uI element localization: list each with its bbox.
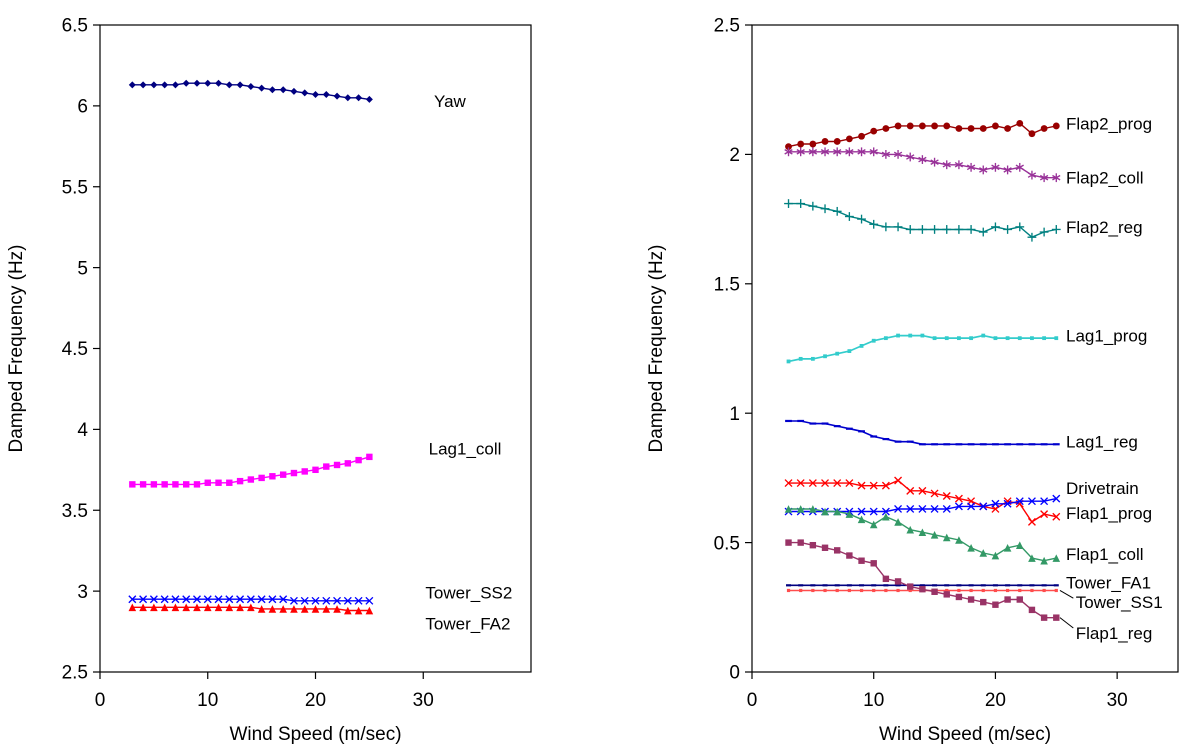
- y-tick-label: 2: [729, 145, 740, 166]
- series-label-Yaw: Yaw: [434, 92, 467, 111]
- plot-frame: [99, 24, 532, 673]
- series-label-Tower_FA1: Tower_FA1: [1066, 574, 1151, 593]
- y-tick-label: 0: [729, 663, 740, 684]
- y-axis: 0 0.5 1 1.5 2 2.5: [714, 16, 752, 684]
- x-tick-label: 10: [197, 690, 218, 711]
- y-tick-label: 6.5: [62, 16, 88, 37]
- series-label-Tower_SS1: Tower_SS1: [1076, 593, 1163, 612]
- series-Yaw: Yaw: [128, 79, 467, 111]
- y-axis: 2.5 3 3.5 4 4.5 5 5.5 6 6.5: [62, 16, 100, 684]
- y-tick-label: 2.5: [714, 16, 740, 37]
- series-Tower_FA1: Tower_FA1: [786, 574, 1151, 593]
- series-label-Tower_FA2: Tower_FA2: [425, 614, 510, 633]
- series-Flap1_reg: Flap1_reg: [785, 539, 1152, 643]
- series-label-Flap2_coll: Flap2_coll: [1066, 169, 1144, 188]
- series-Lag1_prog: Lag1_prog: [786, 327, 1147, 364]
- label-leader-line: [1059, 590, 1074, 599]
- x-axis: 0 10 20 30: [747, 672, 1128, 711]
- series-label-Flap2_prog: Flap2_prog: [1066, 114, 1152, 133]
- y-tick-label: 0.5: [714, 533, 740, 554]
- y-tick-label: 4.5: [62, 339, 88, 360]
- y-tick-label: 3: [77, 582, 88, 603]
- series-Lag1_reg: Lag1_reg: [785, 419, 1138, 452]
- y-tick-label: 1: [729, 404, 740, 425]
- series-label-Flap1_reg: Flap1_reg: [1076, 624, 1153, 643]
- series-label-Flap1_prog: Flap1_prog: [1066, 504, 1152, 523]
- series-label-Lag1_reg: Lag1_reg: [1066, 433, 1138, 452]
- y-tick-label: 2.5: [62, 663, 88, 684]
- series-Flap2_coll: Flap2_coll: [784, 147, 1144, 188]
- x-axis-title: Wind Speed (m/sec): [879, 724, 1051, 745]
- series-Drivetrain: Drivetrain: [784, 476, 1139, 526]
- left-frequency-chart: 2.5 3 3.5 4 4.5 5 5.5 6 6.5 0 10 20 30 Wind Speed (m/…: [6, 16, 532, 745]
- y-tick-label: 5: [77, 258, 88, 279]
- series-Lag1_coll: Lag1_coll: [129, 440, 501, 488]
- x-tick-label: 0: [747, 690, 758, 711]
- y-axis-title: Damped Frequency (Hz): [646, 244, 667, 452]
- label-leader-line: [1059, 617, 1074, 629]
- x-tick-label: 20: [985, 690, 1006, 711]
- y-tick-label: 3.5: [62, 501, 88, 522]
- series-label-Tower_SS2: Tower_SS2: [425, 584, 512, 603]
- series-label-Flap1_coll: Flap1_coll: [1066, 545, 1144, 564]
- series-Tower_SS2: Tower_SS2: [128, 584, 512, 605]
- y-tick-label: 1.5: [714, 274, 740, 295]
- series-label-Flap2_reg: Flap2_reg: [1066, 218, 1143, 237]
- x-tick-label: 30: [1107, 690, 1128, 711]
- series-label-Lag1_prog: Lag1_prog: [1066, 327, 1147, 346]
- plot-frame: [751, 24, 1179, 673]
- x-axis-title: Wind Speed (m/sec): [229, 724, 401, 745]
- x-tick-label: 10: [863, 690, 884, 711]
- series-label-Lag1_coll: Lag1_coll: [429, 440, 502, 459]
- x-tick-label: 30: [413, 690, 434, 711]
- y-tick-label: 5.5: [62, 177, 88, 198]
- right-frequency-chart: 0 0.5 1 1.5 2 2.5 0 10 20 30 Wind Speed (m/sec) Dam…: [646, 16, 1179, 745]
- y-tick-label: 6: [77, 97, 88, 118]
- y-tick-label: 4: [77, 420, 88, 441]
- x-tick-label: 0: [95, 690, 106, 711]
- x-axis: 0 10 20 30: [95, 672, 434, 711]
- series-Flap2_prog: Flap2_prog: [785, 114, 1152, 151]
- y-axis-title: Damped Frequency (Hz): [6, 244, 27, 452]
- series-Flap1_coll: Flap1_coll: [784, 505, 1144, 565]
- series-label-Drivetrain: Drivetrain: [1066, 479, 1139, 498]
- series-Flap2_reg: Flap2_reg: [784, 199, 1143, 242]
- x-tick-label: 20: [305, 690, 326, 711]
- series-Tower_FA2: Tower_FA2: [128, 603, 510, 633]
- series-Flap1_prog: Flap1_prog: [784, 494, 1152, 523]
